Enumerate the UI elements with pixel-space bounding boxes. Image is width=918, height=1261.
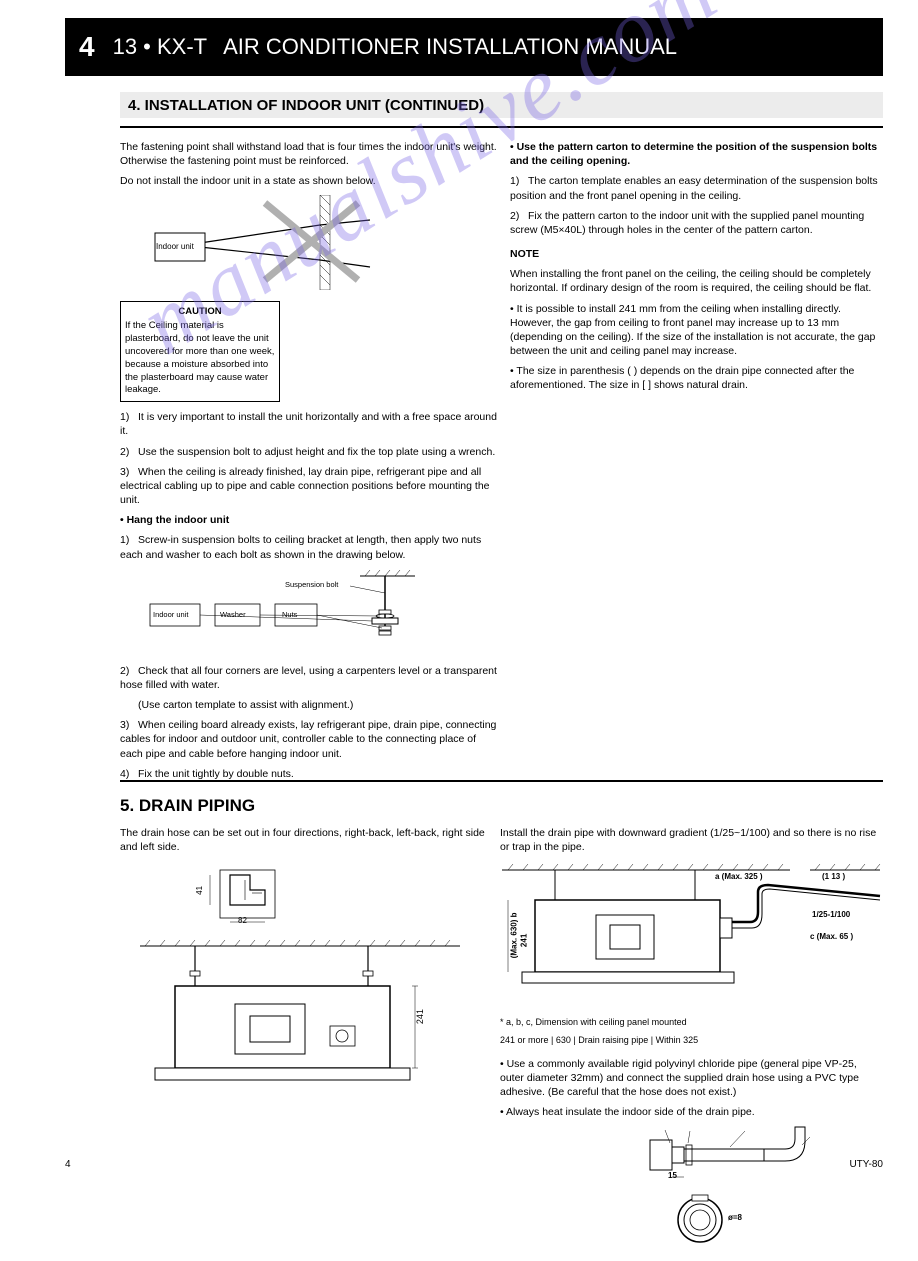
figure-indoor-unit-front: 241 bbox=[120, 936, 490, 1106]
paragraph: 3) When the ceiling is already finished,… bbox=[120, 465, 500, 508]
figure-label: Nuts bbox=[282, 610, 297, 620]
figure-label: Suspension bolt bbox=[285, 580, 338, 590]
paragraph: (Use carton template to assist with alig… bbox=[138, 698, 500, 712]
figure-drain-slope: a (Max. 325 ) (Max. 630) b 241 1/25-1/10… bbox=[500, 860, 883, 1010]
paragraph: • Always heat insulate the indoor side o… bbox=[500, 1105, 883, 1119]
paragraph: When installing the front panel on the c… bbox=[510, 267, 883, 295]
page-footer: 4 UTY-80 bbox=[65, 1159, 883, 1170]
figure-label: Indoor unit bbox=[156, 242, 194, 253]
caution-text: If the Ceiling material is plasterboard,… bbox=[125, 320, 275, 397]
paragraph: 4) Fix the unit tightly by double nuts. bbox=[120, 767, 500, 781]
footer-doc-id: UTY-80 bbox=[849, 1159, 883, 1170]
paragraph: • Use a commonly available rigid polyvin… bbox=[500, 1057, 883, 1100]
dimension-label: 41 bbox=[195, 886, 206, 895]
dimension-label: 82 bbox=[238, 916, 247, 927]
paragraph: 2) Use the suspension bolt to adjust hei… bbox=[120, 445, 500, 459]
paragraph: Install the drain pipe with downward gra… bbox=[500, 826, 883, 854]
paragraph: • The size in parenthesis ( ) depends on… bbox=[510, 364, 883, 392]
figure-suspension: Indoor unit Washer Nuts Suspension bolt bbox=[120, 568, 500, 658]
footer-page-number: 4 bbox=[65, 1159, 71, 1170]
subheading: • Use the pattern carton to determine th… bbox=[510, 140, 883, 168]
paragraph: 1) Screw-in suspension bolts to ceiling … bbox=[120, 533, 500, 561]
table-note: * a, b, c, Dimension with ceiling panel … bbox=[500, 1016, 883, 1028]
figure-bad-install: Indoor unit bbox=[120, 195, 500, 295]
section5-left-column: The drain hose can be set out in four di… bbox=[120, 826, 490, 1112]
caution-box: CAUTION If the Ceiling material is plast… bbox=[120, 301, 280, 403]
figure-drain-hose-detail: 15 ø=8 bbox=[630, 1125, 883, 1255]
dimension-label: c (Max. 65 ) bbox=[810, 932, 853, 943]
paragraph: 2) Fix the pattern carton to the indoor … bbox=[510, 209, 883, 237]
caution-title: CAUTION bbox=[125, 306, 275, 319]
paragraph: 2) Check that all four corners are level… bbox=[120, 664, 500, 692]
dimension-label: 241 bbox=[414, 1009, 426, 1024]
paragraph: 1) It is very important to install the u… bbox=[120, 410, 500, 438]
header-section-title: AIR CONDITIONER INSTALLATION MANUAL bbox=[223, 34, 677, 60]
left-column: The fastening point shall withstand load… bbox=[120, 140, 500, 787]
figure-label: Indoor unit bbox=[153, 610, 188, 620]
bracket-detail-diagram bbox=[190, 860, 330, 930]
paragraph: 3) When ceiling board already exists, la… bbox=[120, 718, 500, 761]
header-section-num: 13 • KX-T bbox=[113, 34, 208, 60]
section-divider bbox=[120, 780, 883, 782]
figure-bracket-detail: 41 82 bbox=[190, 860, 490, 930]
paragraph: The drain hose can be set out in four di… bbox=[120, 826, 490, 854]
page-number-badge: 4 bbox=[79, 31, 95, 63]
dimension-label: 1/25-1/100 bbox=[812, 910, 850, 921]
subheading: • Hang the indoor unit bbox=[120, 513, 500, 527]
section-subheader: 4. INSTALLATION OF INDOOR UNIT (CONTINUE… bbox=[120, 92, 883, 118]
dimension-label: a (Max. 325 ) bbox=[715, 872, 763, 883]
paragraph: • It is possible to install 241 mm from … bbox=[510, 302, 883, 359]
note-heading: NOTE bbox=[510, 247, 883, 261]
figure-label: Washer bbox=[220, 610, 246, 620]
dimension-label: ø=8 bbox=[728, 1213, 742, 1224]
paragraph: Do not install the indoor unit in a stat… bbox=[120, 174, 500, 188]
divider bbox=[120, 126, 883, 128]
section-heading: 5. DRAIN PIPING bbox=[120, 796, 255, 816]
dimension-label: (1 13 ) bbox=[822, 872, 845, 883]
paragraph: 1) The carton template enables an easy d… bbox=[510, 174, 883, 202]
paragraph: The fastening point shall withstand load… bbox=[120, 140, 500, 168]
page-header: 4 13 • KX-T AIR CONDITIONER INSTALLATION… bbox=[65, 18, 883, 76]
section5-right-column: Install the drain pipe with downward gra… bbox=[500, 826, 883, 1261]
dimension-label: 241 bbox=[519, 934, 530, 947]
table-row: 241 or more | 630 | Drain raising pipe |… bbox=[500, 1034, 883, 1046]
right-column: • Use the pattern carton to determine th… bbox=[510, 140, 883, 399]
dimension-label: 15 bbox=[668, 1171, 677, 1182]
